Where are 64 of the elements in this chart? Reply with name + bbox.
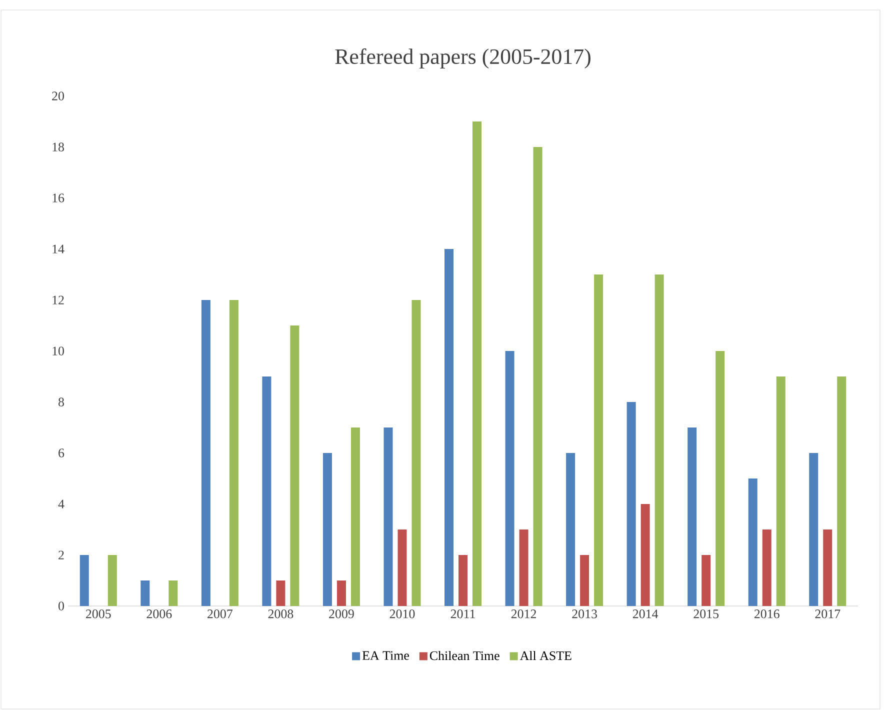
bar (702, 555, 711, 606)
bar (336, 580, 346, 606)
bar (748, 478, 758, 606)
bar (580, 555, 590, 606)
y-tick-label: 6 (58, 448, 64, 458)
x-tick-label: 2017 (815, 610, 840, 618)
bar (626, 402, 636, 606)
y-tick-label: 14 (52, 244, 64, 254)
bar (290, 325, 300, 606)
bar (776, 376, 786, 606)
x-tick-label: 2011 (450, 610, 475, 618)
y-tick-label: 0 (58, 602, 64, 610)
x-tick-label: 2008 (268, 610, 294, 618)
bar (762, 530, 772, 606)
bar (688, 427, 697, 606)
x-tick-label: 2007 (208, 610, 233, 618)
y-tick-label: 12 (52, 296, 64, 304)
bar (350, 427, 360, 606)
bar (108, 555, 117, 606)
bar (412, 300, 421, 606)
bar (533, 146, 542, 606)
x-tick-label: 2013 (572, 610, 597, 618)
x-tick-label: 2014 (632, 610, 658, 618)
y-tick-label: 16 (52, 194, 64, 202)
legend-label: Chilean Time (430, 650, 500, 660)
bar (519, 530, 528, 606)
y-tick-label: 2 (58, 550, 64, 560)
bar (809, 452, 818, 606)
legend-label: EA Time (362, 651, 409, 660)
bar (140, 580, 150, 606)
x-tick-label: 2016 (754, 610, 780, 618)
x-tick-label: 2009 (329, 610, 354, 618)
bar (566, 452, 576, 606)
x-tick-label: 2006 (146, 610, 172, 618)
bar (276, 580, 286, 606)
y-tick-label: 8 (58, 398, 64, 406)
bar (398, 530, 407, 606)
x-tick-label: 2005 (86, 610, 111, 618)
bar (716, 350, 725, 606)
bar (823, 530, 832, 606)
bar (458, 555, 468, 606)
bar (80, 555, 89, 606)
bar (322, 452, 332, 606)
legend-label: All ASTE (520, 650, 572, 660)
bar (640, 504, 650, 606)
bar (654, 274, 664, 606)
bar (444, 248, 454, 606)
y-tick-label: 4 (58, 500, 64, 508)
bar (837, 376, 846, 606)
y-tick-label: 20 (52, 92, 64, 100)
x-tick-label: 2012 (511, 610, 536, 618)
bar (262, 376, 272, 606)
x-tick-label: 2010 (390, 610, 415, 618)
bar (201, 300, 210, 606)
bar (229, 300, 238, 606)
y-tick-label: 10 (52, 346, 64, 356)
bar (384, 427, 393, 606)
y-tick-label: 18 (52, 142, 64, 152)
bar (505, 350, 514, 606)
x-tick-label: 2015 (694, 610, 719, 618)
chart-title: Refereed papers (2005-2017) (335, 48, 590, 68)
bar (594, 274, 604, 606)
bar (472, 121, 482, 606)
bar (168, 580, 178, 606)
